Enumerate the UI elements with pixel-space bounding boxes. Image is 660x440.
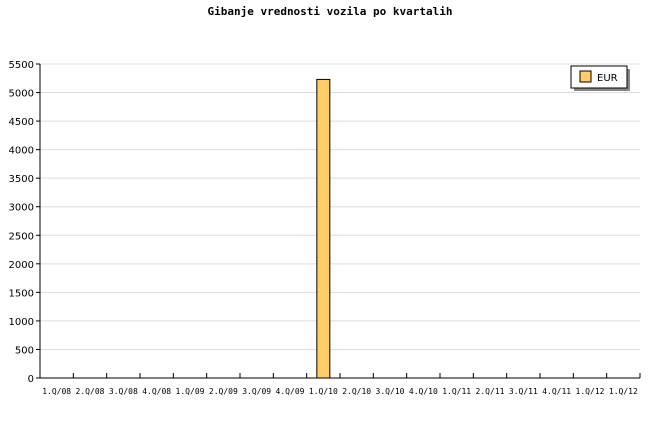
x-tick-label: 4.Q/10 — [409, 387, 438, 396]
x-tick-label: 2.Q/08 — [76, 387, 105, 396]
x-tick-label: 2.Q/09 — [209, 387, 238, 396]
y-tick-label: 4500 — [9, 117, 34, 128]
x-tick-label: 4.Q/09 — [276, 387, 305, 396]
y-tick-label: 3000 — [9, 203, 34, 214]
y-tick-label: 4000 — [9, 146, 34, 157]
x-tick-label: 2.Q/11 — [476, 387, 505, 396]
y-tick-label: 1000 — [9, 317, 34, 328]
y-tick-label: 500 — [15, 345, 34, 356]
legend-swatch — [579, 70, 592, 83]
x-tick-label: 3.Q/09 — [242, 387, 271, 396]
x-tick-label: 3.Q/10 — [376, 387, 405, 396]
y-tick-label: 5000 — [9, 89, 34, 100]
x-tick-label: 4.Q/08 — [142, 387, 171, 396]
legend-label: EUR — [597, 73, 618, 84]
y-tick-label: 1500 — [9, 288, 34, 299]
bar — [316, 78, 331, 379]
y-tick-label: 5500 — [9, 60, 34, 71]
x-tick-label: 1.Q/10 — [309, 387, 338, 396]
y-tick-label: 2000 — [9, 260, 34, 271]
legend: EUR — [570, 65, 630, 91]
chart-title: Gibanje vrednosti vozila po kvartalih — [207, 5, 452, 18]
x-tick-label: 1.Q/12 — [609, 387, 638, 396]
x-tick-label: 2.Q/10 — [342, 387, 371, 396]
x-tick-label: 3.Q/08 — [109, 387, 138, 396]
x-tick-label: 1.Q/12 — [576, 387, 605, 396]
x-tick-label: 3.Q/11 — [509, 387, 538, 396]
y-tick-label: 0 — [28, 374, 34, 385]
x-tick-label: 4.Q/11 — [542, 387, 571, 396]
y-tick-label: 3500 — [9, 174, 34, 185]
x-tick-label: 1.Q/08 — [42, 387, 71, 396]
y-tick-label: 2500 — [9, 231, 34, 242]
x-tick-label: 1.Q/11 — [442, 387, 471, 396]
x-tick-label: 1.Q/09 — [176, 387, 205, 396]
